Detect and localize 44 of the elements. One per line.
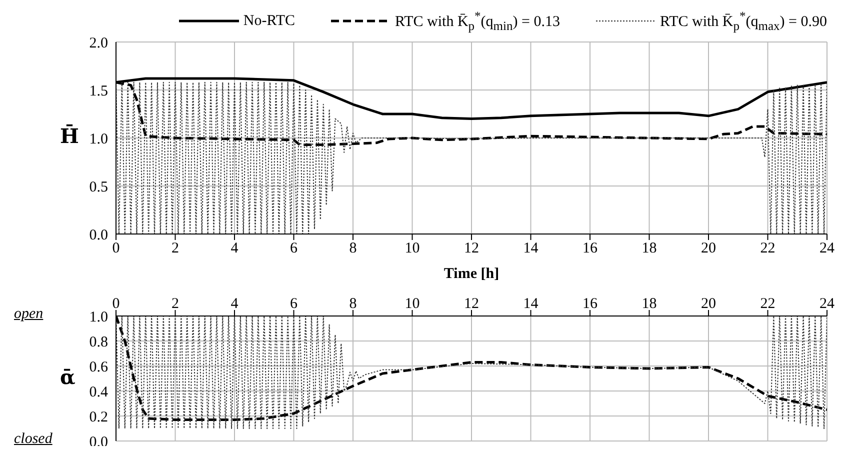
y-tick-label: 2.0 bbox=[89, 35, 108, 52]
x-tick-label: 14 bbox=[523, 240, 539, 257]
text: closed bbox=[14, 431, 52, 447]
x-tick-label: 18 bbox=[642, 240, 657, 257]
x-tick-label: 6 bbox=[290, 296, 298, 312]
x-tick-label: 2 bbox=[172, 296, 179, 312]
x-tick-label: 0 bbox=[112, 296, 120, 312]
y-tick-label: 0.2 bbox=[89, 409, 108, 426]
x-tick-label: 10 bbox=[404, 240, 420, 257]
y-tick-label: 0.0 bbox=[89, 227, 108, 244]
x-axis-title: Time [h] bbox=[444, 266, 500, 282]
y-axis-title: ᾱ bbox=[60, 364, 76, 388]
y-tick-label: 0.4 bbox=[89, 384, 108, 400]
x-tick-label: 24 bbox=[820, 296, 835, 312]
y-tick-label: 0.6 bbox=[89, 359, 108, 376]
x-tick-label: 16 bbox=[582, 296, 598, 312]
y-tick-label: 1.0 bbox=[89, 309, 108, 326]
y-tick-label: 1.0 bbox=[89, 131, 108, 148]
legend-label: RTC with K̄$_{p}$$^{*}$(q$_{max}$) = 0.90 bbox=[660, 8, 827, 34]
x-tick-label: 20 bbox=[701, 240, 716, 257]
legend-label: RTC with K̄$_{p}$$^{*}$(q$_{min}$) = 0.13 bbox=[395, 8, 560, 34]
x-tick-label: 8 bbox=[349, 296, 357, 312]
x-tick-label: 16 bbox=[582, 240, 598, 257]
x-tick-label: 20 bbox=[701, 296, 716, 312]
x-tick-label: 12 bbox=[464, 296, 479, 312]
y-tick-label: 0.8 bbox=[89, 334, 108, 350]
x-tick-label: 18 bbox=[642, 296, 657, 312]
x-tick-label: 0 bbox=[112, 240, 120, 257]
x-tick-label: 2 bbox=[172, 240, 179, 257]
x-tick-label: 12 bbox=[464, 240, 479, 257]
x-tick-label: 6 bbox=[290, 240, 298, 257]
x-tick-label: 10 bbox=[404, 296, 420, 312]
y-tick-label: 1.5 bbox=[89, 83, 108, 100]
x-tick-label: 24 bbox=[820, 240, 835, 257]
x-tick-label: 22 bbox=[760, 240, 776, 257]
x-tick-label: 4 bbox=[230, 296, 239, 312]
text: open bbox=[14, 306, 44, 322]
x-tick-label: 14 bbox=[523, 296, 539, 312]
x-tick-label: 4 bbox=[230, 240, 239, 257]
legend-label: No-RTC bbox=[243, 12, 296, 30]
x-tick-label: 22 bbox=[760, 296, 776, 312]
y-tick-label: 0.5 bbox=[89, 179, 108, 196]
x-tick-label: 8 bbox=[349, 240, 357, 257]
y-axis-title: H̄ bbox=[60, 124, 79, 148]
